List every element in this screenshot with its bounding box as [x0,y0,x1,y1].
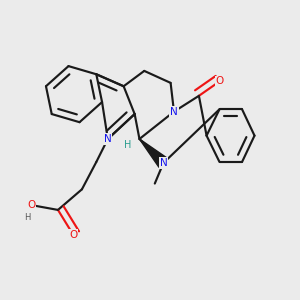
Text: O: O [69,230,77,240]
Text: N: N [104,134,112,144]
Text: H: H [124,140,131,150]
Text: O: O [28,200,36,210]
Text: O: O [215,76,223,86]
Text: H: H [25,213,31,222]
Polygon shape [140,139,168,167]
Text: N: N [160,158,167,168]
Text: N: N [170,106,178,117]
